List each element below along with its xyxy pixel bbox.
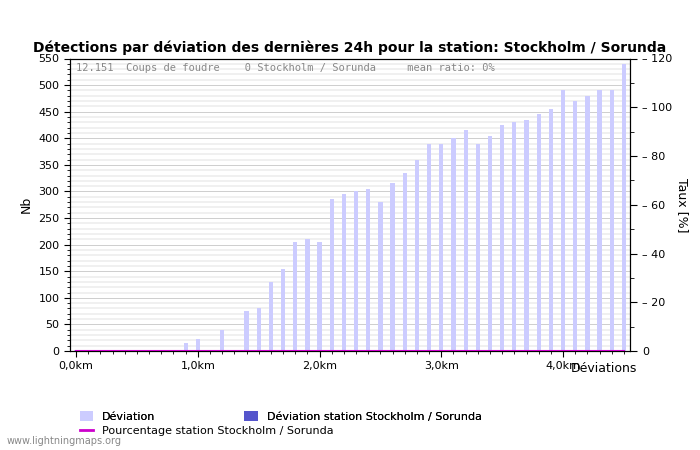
- Bar: [244, 311, 248, 351]
- Bar: [330, 199, 334, 351]
- Bar: [573, 101, 578, 351]
- Legend: Pourcentage station Stockholm / Sorunda: Pourcentage station Stockholm / Sorunda: [76, 421, 338, 440]
- Bar: [366, 189, 370, 351]
- Y-axis label: Nb: Nb: [20, 196, 33, 213]
- Bar: [427, 144, 431, 351]
- Bar: [86, 350, 90, 351]
- Bar: [220, 330, 224, 351]
- Bar: [111, 350, 115, 351]
- Bar: [269, 282, 273, 351]
- Bar: [317, 242, 322, 351]
- Bar: [439, 144, 443, 351]
- Bar: [622, 64, 626, 351]
- Bar: [463, 130, 468, 351]
- Bar: [98, 350, 103, 351]
- Text: Déviations: Déviations: [570, 362, 637, 375]
- Bar: [452, 138, 456, 351]
- Bar: [74, 350, 78, 351]
- Bar: [135, 350, 139, 351]
- Bar: [172, 350, 176, 351]
- Bar: [293, 242, 298, 351]
- Bar: [378, 202, 383, 351]
- Bar: [281, 269, 285, 351]
- Bar: [500, 125, 504, 351]
- Bar: [585, 96, 589, 351]
- Bar: [183, 343, 188, 351]
- Bar: [342, 194, 346, 351]
- Bar: [196, 339, 200, 351]
- Bar: [391, 184, 395, 351]
- Bar: [402, 173, 407, 351]
- Bar: [354, 191, 358, 351]
- Bar: [122, 350, 127, 351]
- Text: 12.151  Coups de foudre    0 Stockholm / Sorunda     mean ratio: 0%: 12.151 Coups de foudre 0 Stockholm / Sor…: [76, 63, 494, 73]
- Bar: [610, 90, 614, 351]
- Bar: [524, 120, 528, 351]
- Bar: [561, 90, 565, 351]
- Bar: [208, 350, 212, 351]
- Y-axis label: Taux [%]: Taux [%]: [676, 177, 689, 232]
- Bar: [305, 239, 309, 351]
- Bar: [537, 114, 541, 351]
- Bar: [147, 350, 151, 351]
- Bar: [415, 160, 419, 351]
- Bar: [549, 109, 553, 351]
- Title: Détections par déviation des dernières 24h pour la station: Stockholm / Sorunda: Détections par déviation des dernières 2…: [34, 40, 666, 54]
- Bar: [512, 122, 517, 351]
- Bar: [232, 350, 237, 351]
- Bar: [159, 350, 163, 351]
- Legend: Déviation, Déviation station Stockholm / Sorunda: Déviation, Déviation station Stockholm /…: [76, 407, 486, 427]
- Bar: [488, 135, 492, 351]
- Text: www.lightningmaps.org: www.lightningmaps.org: [7, 436, 122, 446]
- Bar: [476, 144, 480, 351]
- Bar: [597, 90, 602, 351]
- Bar: [257, 308, 261, 351]
